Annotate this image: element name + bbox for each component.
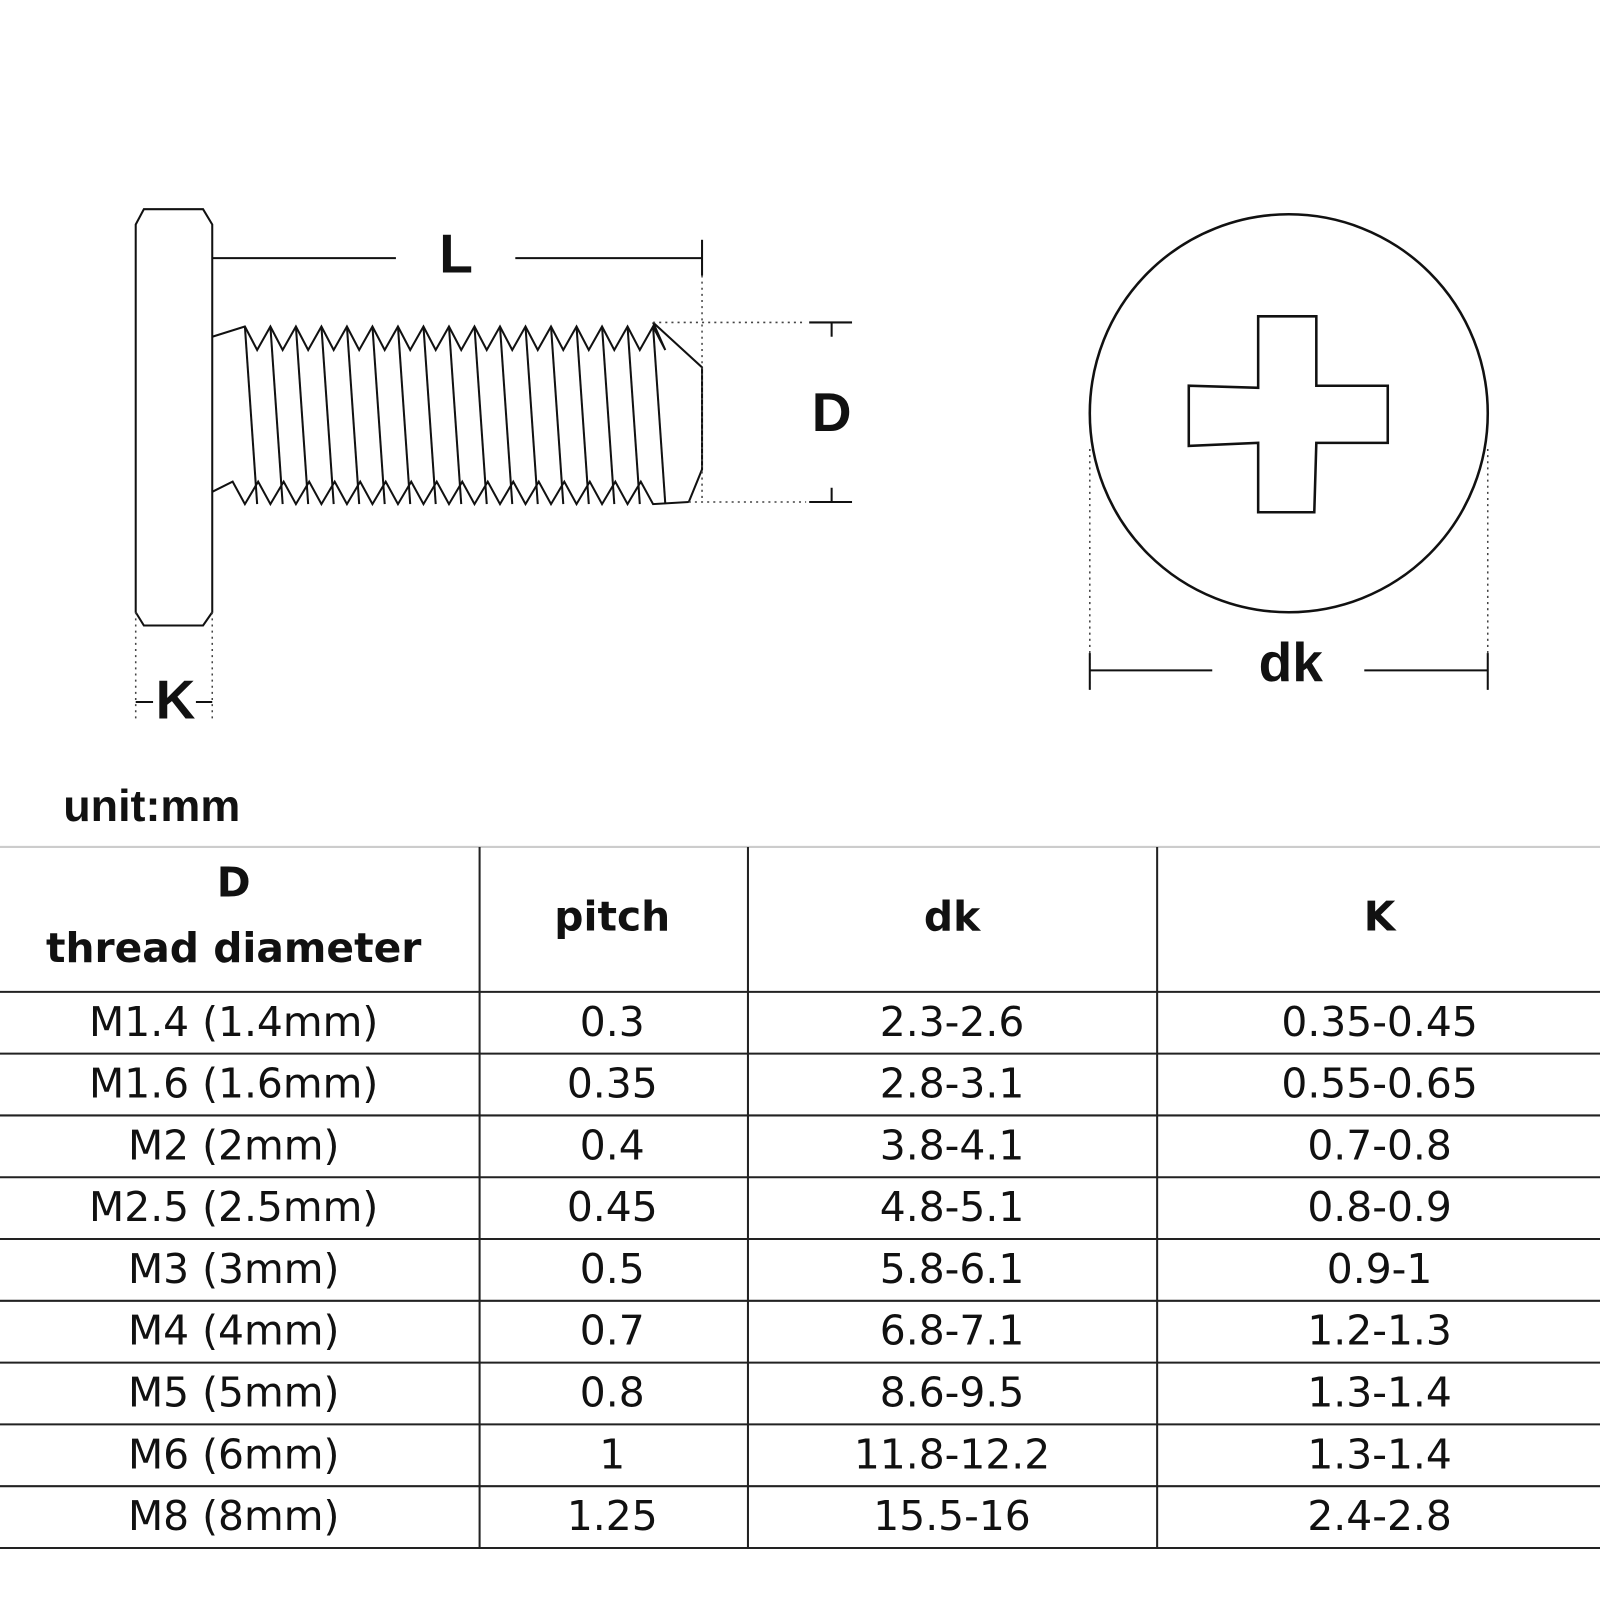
thread-flank bbox=[345, 326, 361, 505]
table-cell: M4 (4mm) bbox=[128, 1307, 339, 1355]
table-cell: 0.8 bbox=[580, 1369, 645, 1417]
table-cell: 0.35 bbox=[567, 1060, 658, 1108]
header-cell: K bbox=[1364, 892, 1397, 940]
label-k: K bbox=[156, 669, 196, 731]
table-cell: 3.8-4.1 bbox=[880, 1121, 1024, 1169]
thread-flank bbox=[243, 326, 259, 505]
unit-label: unit:mm bbox=[63, 780, 240, 831]
thread-flank bbox=[652, 326, 667, 505]
thread-flank bbox=[396, 326, 412, 505]
table-cell: 1.25 bbox=[567, 1492, 658, 1540]
table-cell: 0.7 bbox=[580, 1307, 645, 1355]
table-cell: 0.5 bbox=[580, 1245, 645, 1293]
phillips-cross bbox=[1187, 315, 1390, 514]
thread-bottom bbox=[211, 479, 689, 507]
thread-flank bbox=[269, 326, 284, 505]
head-circle bbox=[1088, 213, 1490, 614]
table-cell: M5 (5mm) bbox=[128, 1369, 339, 1417]
screw-top-view bbox=[1088, 213, 1490, 614]
thread-flank bbox=[524, 326, 539, 505]
table-cell: M3 (3mm) bbox=[128, 1245, 339, 1293]
label-l: L bbox=[439, 223, 473, 285]
table-cell: 0.8-0.9 bbox=[1307, 1183, 1451, 1231]
table-cell: 2.8-3.1 bbox=[880, 1060, 1024, 1108]
header-cell: dk bbox=[924, 892, 981, 940]
thread-flank bbox=[447, 326, 463, 505]
thread-flank bbox=[320, 326, 335, 505]
table-cell: 1.3-1.4 bbox=[1307, 1430, 1451, 1478]
screw-side-view bbox=[134, 208, 704, 627]
table-cell: M8 (8mm) bbox=[128, 1492, 339, 1540]
thread-flank bbox=[371, 326, 386, 505]
table-cell: 1.3-1.4 bbox=[1307, 1369, 1451, 1417]
thread-flank bbox=[473, 326, 488, 505]
table-cell: 0.9-1 bbox=[1327, 1245, 1433, 1293]
table-cell: 2.4-2.8 bbox=[1307, 1492, 1451, 1540]
table-cell: 11.8-12.2 bbox=[854, 1430, 1050, 1478]
thread-flank bbox=[601, 326, 616, 505]
thread-flank bbox=[550, 326, 565, 505]
table-cell: 5.8-6.1 bbox=[880, 1245, 1024, 1293]
screw-head bbox=[134, 208, 214, 627]
table-cell: M1.6 (1.6mm) bbox=[89, 1060, 378, 1108]
table-cell: 1 bbox=[599, 1430, 625, 1478]
table-cell: 1.2-1.3 bbox=[1307, 1307, 1451, 1355]
table-cell: M2.5 (2.5mm) bbox=[89, 1183, 378, 1231]
table-cell: 0.3 bbox=[580, 998, 645, 1046]
table-cell: M1.4 (1.4mm) bbox=[89, 998, 378, 1046]
table-cell: M6 (6mm) bbox=[128, 1430, 339, 1478]
table-cell: 0.55-0.65 bbox=[1281, 1060, 1477, 1108]
dimensions: L D K dk bbox=[134, 223, 1489, 731]
table-cell: 0.45 bbox=[567, 1183, 658, 1231]
table-cell: 0.7-0.8 bbox=[1307, 1121, 1451, 1169]
table-cell: 0.35-0.45 bbox=[1281, 998, 1477, 1046]
thread-flank bbox=[626, 326, 641, 505]
table-cell: 0.4 bbox=[580, 1121, 645, 1169]
thread-flank bbox=[498, 326, 514, 505]
thread-flank bbox=[294, 326, 310, 505]
thread-flank bbox=[422, 326, 437, 505]
label-dk: dk bbox=[1259, 631, 1324, 693]
table-cell: 6.8-7.1 bbox=[880, 1307, 1024, 1355]
table-cell: M2 (2mm) bbox=[128, 1121, 339, 1169]
thread-top bbox=[211, 321, 704, 503]
header-cell: thread diameter bbox=[46, 924, 421, 972]
table-cell: 8.6-9.5 bbox=[880, 1369, 1024, 1417]
table-cell: 15.5-16 bbox=[873, 1492, 1030, 1540]
label-d: D bbox=[812, 381, 852, 443]
table-cell: 4.8-5.1 bbox=[880, 1183, 1024, 1231]
header-cell: pitch bbox=[554, 892, 670, 940]
table-cell: 2.3-2.6 bbox=[880, 998, 1024, 1046]
header-cell: D bbox=[217, 859, 251, 907]
thread-flank bbox=[575, 326, 590, 505]
